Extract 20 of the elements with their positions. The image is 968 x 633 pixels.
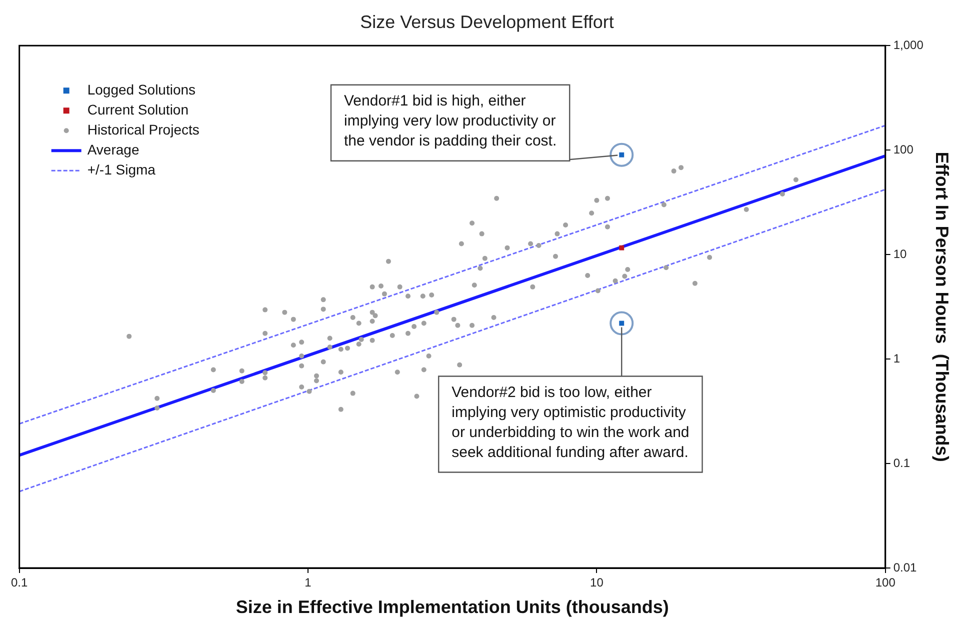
x-tick-label: 0.1 bbox=[10, 576, 28, 590]
y-tick-label: 10 bbox=[893, 246, 908, 261]
legend-label: Current Solution bbox=[87, 101, 189, 118]
annotation: Vendor#1 bid is high, either implying very low productivity or the vendor is padding their cost. bbox=[344, 92, 557, 150]
legend-label: Logged Solutions bbox=[87, 81, 196, 98]
legend-label: +/-1 Sigma bbox=[87, 161, 156, 178]
x-tick-label: 10 bbox=[590, 576, 604, 590]
chart-title: Size Versus Development Effort bbox=[360, 12, 614, 32]
y-tick-label: 1 bbox=[893, 351, 900, 366]
y-axis-title: Effort In Person Hours (Thousands) bbox=[932, 152, 952, 462]
x-axis-title: Size in Effective Implementation Units (thousands) bbox=[236, 597, 669, 618]
y-tick-label: 1,000 bbox=[893, 38, 924, 52]
y-tick-label: 0.1 bbox=[893, 456, 910, 470]
legend-label: Average bbox=[87, 141, 140, 158]
y-tick-label: 100 bbox=[893, 142, 914, 156]
y-tick-label: 0.01 bbox=[893, 560, 918, 574]
x-tick-label: 100 bbox=[875, 576, 896, 590]
legend-label: Historical Projects bbox=[87, 121, 200, 138]
annotation: Vendor#2 bid is too low, either implying very optimistic productivity or underbidding to win the work and seek additional funding after award. bbox=[452, 384, 690, 461]
x-tick-label: 1 bbox=[304, 576, 312, 590]
